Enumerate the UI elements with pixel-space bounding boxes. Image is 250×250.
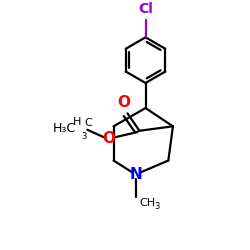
Text: O: O (117, 95, 130, 110)
Text: 3: 3 (82, 132, 87, 140)
Text: Cl: Cl (138, 2, 153, 16)
Text: H: H (73, 117, 82, 127)
Text: O: O (102, 131, 116, 146)
Text: H₃C: H₃C (53, 122, 76, 135)
Text: C: C (84, 118, 92, 128)
Text: N: N (130, 167, 143, 182)
Text: 3: 3 (154, 202, 160, 211)
Text: CH: CH (140, 198, 156, 208)
